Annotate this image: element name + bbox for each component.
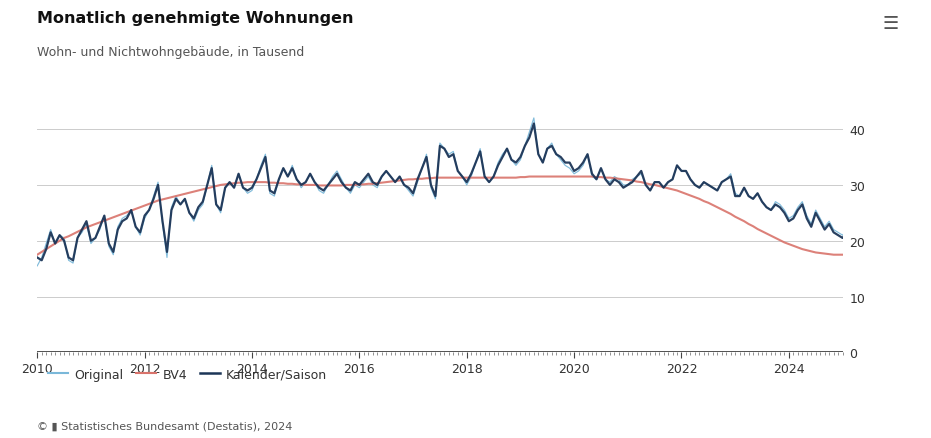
Text: Monatlich genehmigte Wohnungen: Monatlich genehmigte Wohnungen — [37, 11, 354, 26]
Text: © ▮ Statistisches Bundesamt (Destatis), 2024: © ▮ Statistisches Bundesamt (Destatis), … — [37, 420, 292, 430]
Text: Wohn- und Nichtwohngebäude, in Tausend: Wohn- und Nichtwohngebäude, in Tausend — [37, 46, 304, 59]
Text: ☰: ☰ — [883, 15, 898, 33]
Legend: Original, BV4, Kalender/Saison: Original, BV4, Kalender/Saison — [44, 363, 332, 386]
